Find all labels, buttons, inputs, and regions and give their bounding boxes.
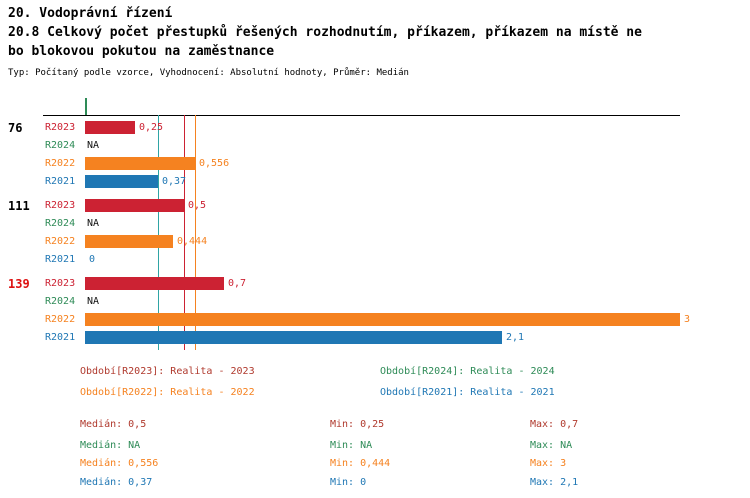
series-label-r2024: R2024 <box>45 296 76 307</box>
bar-r2023 <box>85 199 184 212</box>
legend-item-r2022: Období[R2022]: Realita - 2022 <box>80 387 255 398</box>
bar-value-label: 3 <box>684 314 691 325</box>
bar-r2021 <box>85 175 158 188</box>
bar-r2021 <box>85 331 502 344</box>
median-line-r2022 <box>195 115 196 350</box>
bar-value-label: 0,556 <box>199 158 230 169</box>
group-label: 139 <box>8 277 30 291</box>
bar-chart-plot: 76 R2023 0,25 R2024 NA R2022 0,556 R2021 0,37 111… <box>0 115 750 350</box>
stats-table: Medián: 0,5 Min: 0,25 Max: 0,7 Medián: N… <box>0 411 750 498</box>
bar-value-label: 0,37 <box>162 176 187 187</box>
bar-r2023 <box>85 121 135 134</box>
chart-header: 20. Vodoprávní řízení 20.8 Celkový počet… <box>8 4 642 81</box>
stat-median: Medián: 0,556 <box>80 458 159 469</box>
bar-value-label: NA <box>87 140 100 151</box>
series-label-r2021: R2021 <box>45 176 76 187</box>
bar-r2022 <box>85 235 173 248</box>
legend-item-r2024: Období[R2024]: Realita - 2024 <box>380 366 555 377</box>
stat-min: Min: 0,25 <box>330 419 385 430</box>
legend-item-r2021: Období[R2021]: Realita - 2021 <box>380 387 555 398</box>
stats-row-r2021: Medián: 0,37 Min: 0 Max: 2,1 <box>0 475 750 493</box>
bar-value-label: 0,25 <box>139 122 164 133</box>
zero-axis-tick <box>85 98 87 115</box>
stats-row-r2023: Medián: 0,5 Min: 0,25 Max: 0,7 <box>0 417 750 435</box>
bar-r2023 <box>85 277 224 290</box>
series-label-r2022: R2022 <box>45 314 76 325</box>
stats-row-r2022: Medián: 0,556 Min: 0,444 Max: 3 <box>0 456 750 474</box>
series-label-r2023: R2023 <box>45 200 76 211</box>
group-label: 76 <box>8 121 23 135</box>
stat-median: Medián: 0,37 <box>80 477 153 488</box>
bar-r2022 <box>85 313 680 326</box>
stat-min: Min: NA <box>330 440 373 451</box>
series-label-r2022: R2022 <box>45 158 76 169</box>
chart-legend: Období[R2023]: Realita - 2023 Období[R20… <box>0 358 750 408</box>
bar-value-label: 0,444 <box>177 236 208 247</box>
chart-subtitle-line2: bo blokovou pokutou na zaměstnance <box>8 44 275 59</box>
stat-median: Medián: NA <box>80 440 141 451</box>
series-label-r2023: R2023 <box>45 122 76 133</box>
series-label-r2021: R2021 <box>45 254 76 265</box>
bar-r2022 <box>85 157 195 170</box>
bar-value-label: 0,7 <box>228 278 247 289</box>
bar-value-label: 0,5 <box>188 200 207 211</box>
series-label-r2021: R2021 <box>45 332 76 343</box>
bar-value-label: NA <box>87 218 100 229</box>
stat-min: Min: 0,444 <box>330 458 391 469</box>
stat-max: Max: 0,7 <box>530 419 579 430</box>
series-label-r2024: R2024 <box>45 218 76 229</box>
stat-max: Max: NA <box>530 440 573 451</box>
page-title: 20. Vodoprávní řízení <box>8 6 173 21</box>
stat-median: Medián: 0,5 <box>80 419 147 430</box>
group-label: 111 <box>8 199 30 213</box>
series-label-r2023: R2023 <box>45 278 76 289</box>
chart-subtitle-line1: 20.8 Celkový počet přestupků řešených ro… <box>8 25 642 40</box>
chart-meta: Typ: Počítaný podle vzorce, Vyhodnocení:… <box>8 68 409 78</box>
median-line-r2021 <box>158 115 159 350</box>
stat-max: Max: 2,1 <box>530 477 579 488</box>
bar-value-label: 2,1 <box>506 332 525 343</box>
series-label-r2022: R2022 <box>45 236 76 247</box>
stats-row-r2024: Medián: NA Min: NA Max: NA <box>0 438 750 456</box>
median-line-r2023 <box>184 115 185 350</box>
series-label-r2024: R2024 <box>45 140 76 151</box>
legend-item-r2023: Období[R2023]: Realita - 2023 <box>80 366 255 377</box>
x-axis-line <box>43 115 680 116</box>
bar-value-label: NA <box>87 296 100 307</box>
stat-min: Min: 0 <box>330 477 367 488</box>
stat-max: Max: 3 <box>530 458 567 469</box>
bar-value-label: 0 <box>89 254 96 265</box>
